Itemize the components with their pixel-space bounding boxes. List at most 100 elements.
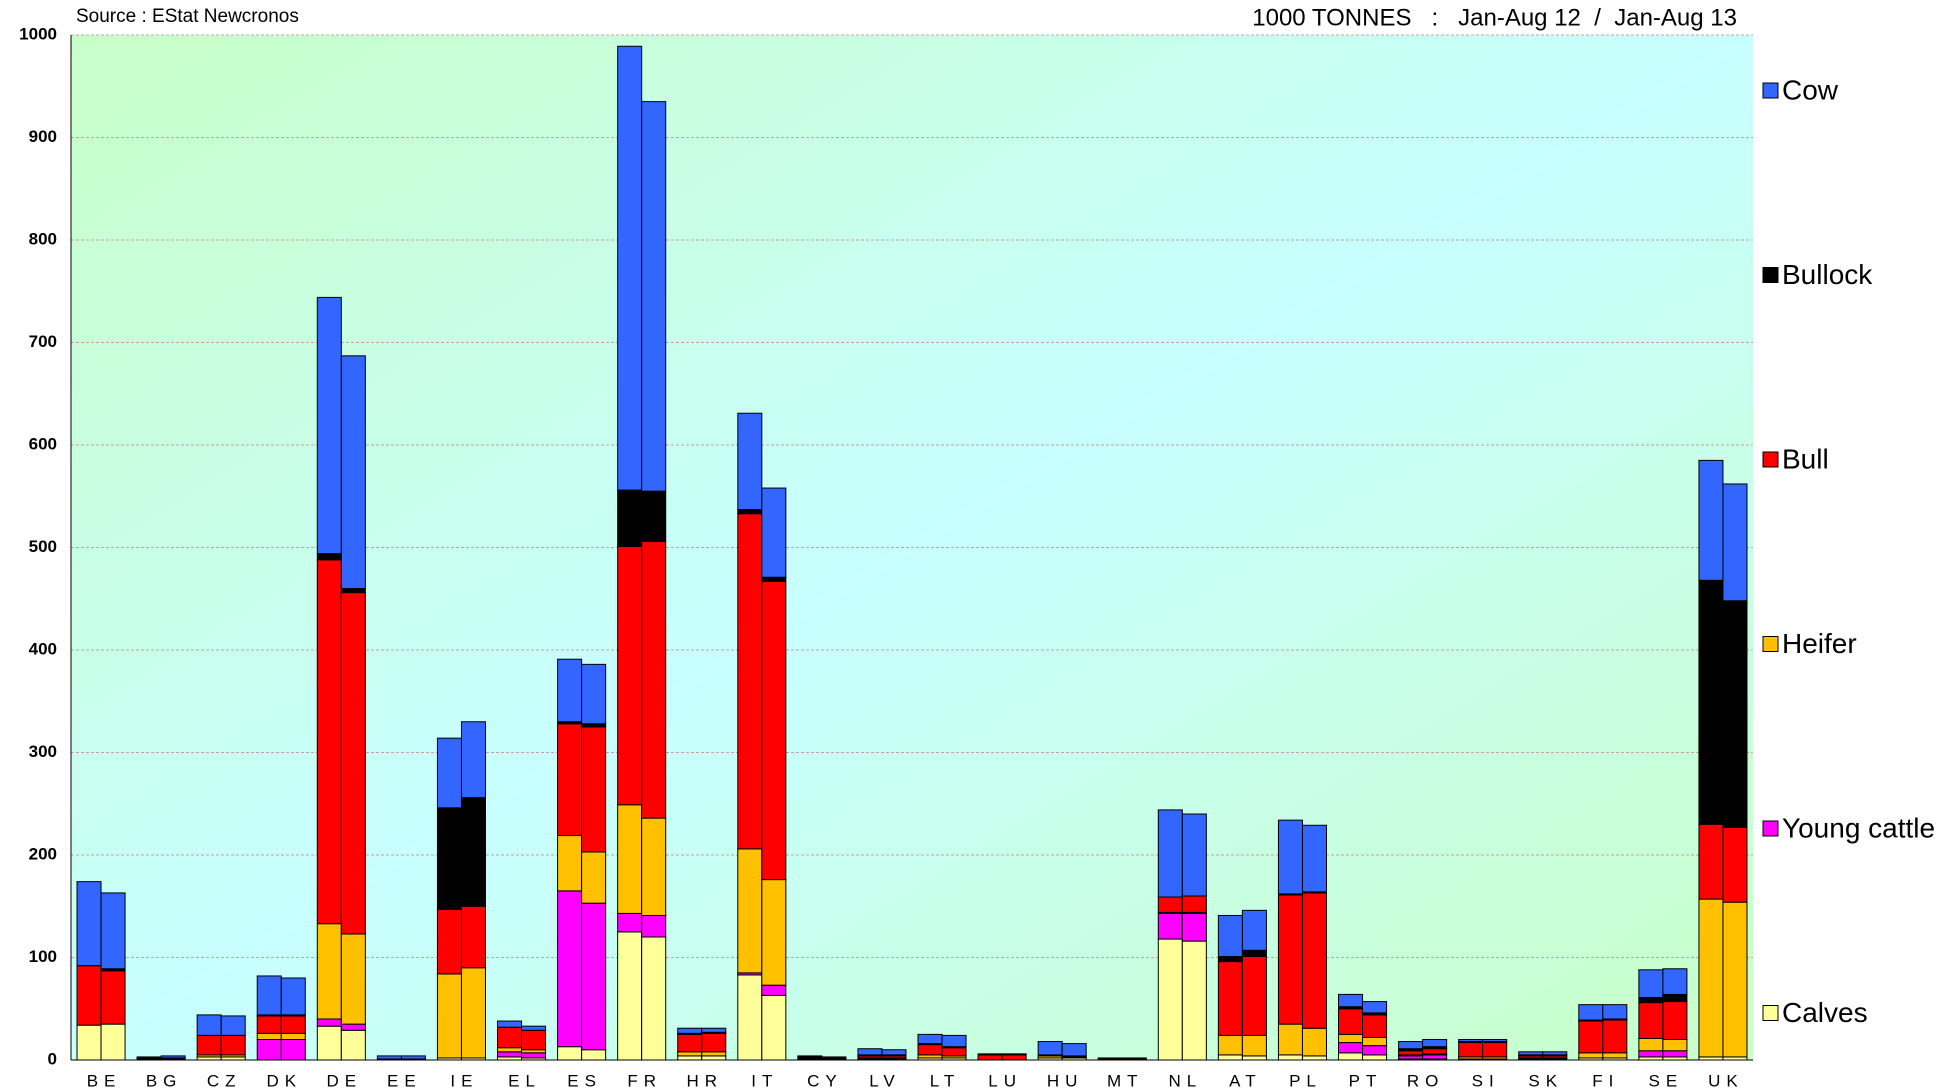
bar-segment (1482, 1042, 1508, 1058)
bar-segment (1458, 1042, 1484, 1058)
bar-segment (1181, 912, 1207, 942)
bar-segment (1362, 1001, 1388, 1014)
bar-segment (497, 1026, 523, 1049)
bar-segment (1518, 1051, 1544, 1056)
bar-segment (881, 1049, 907, 1056)
bar-segment (460, 797, 486, 907)
bar-segment (316, 1018, 342, 1027)
x-tick-label: EE (387, 1071, 422, 1090)
x-tick-label: IE (450, 1071, 478, 1090)
bar-segment (1638, 996, 1664, 1004)
x-tick-label: BE (87, 1071, 122, 1090)
bar-segment (1398, 1041, 1424, 1050)
bar-segment (521, 1029, 547, 1051)
bar-segment (761, 576, 787, 582)
bar-segment (1662, 968, 1688, 995)
bar-segment (340, 588, 366, 594)
bar-segment (1241, 1055, 1267, 1061)
legend-swatch (1762, 451, 1779, 468)
bar-segment (1698, 459, 1724, 581)
bar-segment (1001, 1054, 1027, 1061)
bar-segment (1578, 1052, 1604, 1059)
bar-segment (76, 881, 102, 967)
bar-segment (581, 726, 607, 853)
x-tick-label: ES (567, 1071, 602, 1090)
bar-segment (1542, 1051, 1568, 1056)
legend-swatch (1762, 267, 1779, 283)
legend-label: Cow (1782, 74, 1839, 105)
x-tick-label: LV (869, 1071, 901, 1090)
bar-segment (557, 890, 583, 1048)
bar-segment (617, 931, 643, 1061)
y-tick-label: 700 (29, 332, 57, 351)
legend-label: Calves (1782, 997, 1868, 1028)
bar-segment (1241, 949, 1267, 957)
bar-segment (1157, 809, 1183, 898)
bar-segment (701, 1032, 727, 1053)
legend-label: Bullock (1782, 259, 1873, 290)
y-tick-label: 400 (29, 639, 57, 658)
bar-segment (641, 936, 667, 1061)
bar-segment (1722, 901, 1748, 1058)
bar-segment (436, 807, 462, 910)
bar-segment (1121, 1057, 1147, 1060)
bar-segment (1362, 1014, 1388, 1038)
bar-segment (497, 1047, 523, 1053)
bar-segment (1698, 579, 1724, 825)
bar-segment (737, 848, 763, 974)
legend-swatch (1762, 82, 1779, 99)
bar-segment (1362, 1054, 1388, 1061)
bar-segment (1301, 1027, 1327, 1057)
x-tick-label: CY (807, 1071, 843, 1090)
x-tick-label: FI (1592, 1071, 1619, 1090)
bar-segment (1217, 1034, 1243, 1056)
bar-segment (1097, 1057, 1123, 1060)
bar-segment (1638, 1050, 1664, 1058)
bar-segment (1698, 823, 1724, 900)
bar-segment (340, 592, 366, 935)
bar-segment (1157, 938, 1183, 1061)
bar-segment (1001, 1053, 1027, 1056)
legend-label: Heifer (1782, 628, 1857, 659)
bar-segment (160, 1055, 186, 1059)
y-tick-label: 100 (29, 947, 57, 966)
bar-segment (1362, 1045, 1388, 1056)
bar-segment (1362, 1036, 1388, 1047)
legend-swatch (1762, 636, 1779, 652)
bar-segment (677, 1033, 703, 1053)
x-tick-label: SK (1528, 1071, 1563, 1090)
bar-segment (557, 1046, 583, 1061)
bar-segment (761, 487, 787, 578)
y-tick-label: 0 (48, 1049, 57, 1068)
bar-segment (1638, 1037, 1664, 1052)
bar-segment (617, 804, 643, 914)
bar-segment (220, 1015, 246, 1036)
bar-segment (641, 490, 667, 542)
bar-segment (316, 1025, 342, 1061)
bar-segment (737, 974, 763, 1061)
bar-segment (100, 892, 126, 970)
bar-segment (1277, 894, 1303, 1025)
x-tick-label: LT (930, 1071, 961, 1090)
legend-swatch (1762, 1005, 1779, 1021)
bar-segment (677, 1051, 703, 1057)
bar-segment (1338, 1052, 1364, 1061)
bar-segment (280, 1015, 306, 1034)
bar-segment (196, 1014, 222, 1036)
bar-segment (1422, 1054, 1448, 1060)
bar-segment (617, 489, 643, 547)
bar-segment (1602, 1004, 1628, 1020)
bar-segment (1277, 819, 1303, 895)
bar-segment (340, 1023, 366, 1031)
bar-segment (581, 1049, 607, 1061)
bar-segment (1061, 1043, 1087, 1057)
y-tick-label: 800 (29, 229, 57, 248)
bar-segment (1338, 1042, 1364, 1054)
x-tick-label: HR (686, 1071, 723, 1090)
bar-segment (1722, 600, 1748, 828)
bar-segment (196, 1034, 222, 1056)
bar-segment (497, 1020, 523, 1028)
bar-segment (316, 296, 342, 555)
bar-segment (1181, 940, 1207, 1061)
